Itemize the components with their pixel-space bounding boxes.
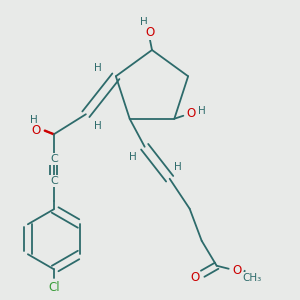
Text: C: C [50,176,58,186]
Text: O: O [31,124,40,137]
Text: H: H [30,115,38,125]
Text: C: C [50,154,58,164]
Text: O: O [190,271,199,284]
Text: O: O [187,107,196,120]
Text: O: O [232,264,241,277]
Text: Cl: Cl [48,281,60,294]
Text: H: H [174,162,182,172]
Text: H: H [94,63,102,73]
Text: H: H [94,121,102,131]
Text: CH₃: CH₃ [242,273,261,283]
Text: H: H [140,17,148,27]
Text: H: H [129,152,136,162]
Text: O: O [146,26,154,38]
Text: H: H [199,106,206,116]
